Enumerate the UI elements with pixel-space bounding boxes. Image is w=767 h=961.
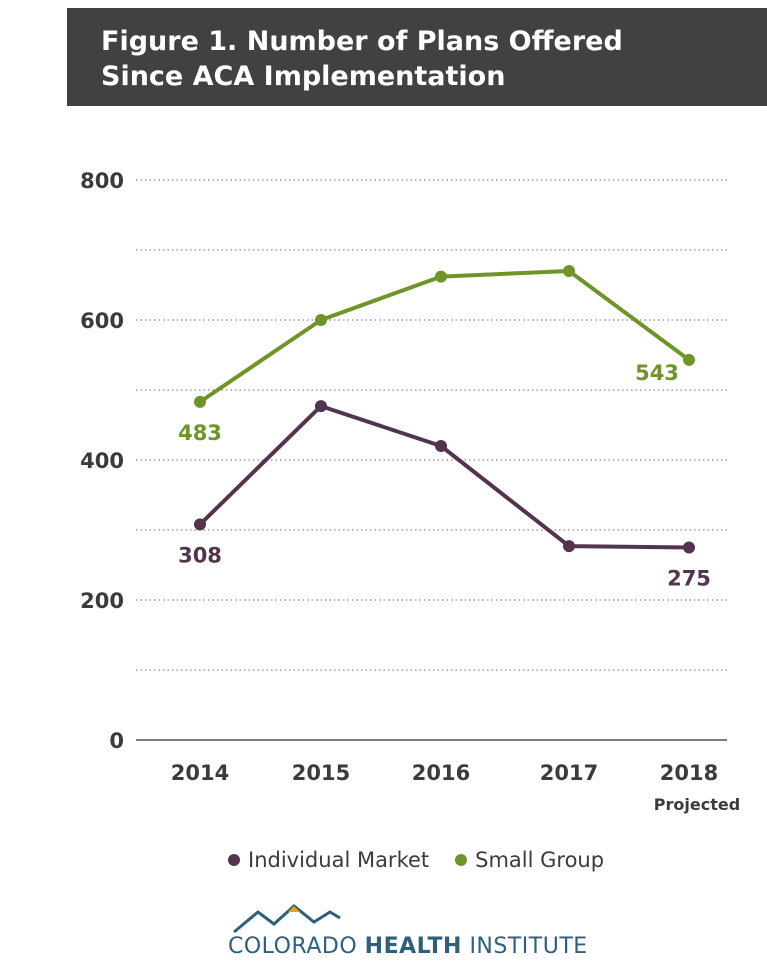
- y-tick-label: 400: [80, 449, 124, 473]
- data-point: [435, 440, 447, 452]
- x-tick-label: 2017: [540, 761, 598, 785]
- data-label: 483: [178, 421, 222, 445]
- y-tick-label: 800: [80, 169, 124, 193]
- legend-item-individual-market: Individual Market: [228, 848, 429, 872]
- data-point: [194, 518, 206, 531]
- legend-label-individual-market: Individual Market: [248, 848, 430, 872]
- data-point: [563, 540, 575, 553]
- data-label: 308: [178, 543, 222, 567]
- line-chart: 0 200 400 600 800 2014 2015 2016 2017 2018 Project…: [80, 169, 740, 814]
- data-point: [563, 265, 575, 277]
- logo-word-health: HEALTH: [364, 934, 462, 959]
- legend-item-small-group: Small Group: [455, 848, 604, 872]
- x-tick-label: 2016: [412, 761, 470, 785]
- legend-marker-small-group: [455, 854, 468, 866]
- logo-word-institute: INSTITUTE: [469, 934, 588, 959]
- logo-word-colorado: COLORADO: [228, 934, 358, 959]
- chart-title-line-1: Figure 1. Number of Plans Offered: [101, 26, 623, 57]
- data-label: 275: [667, 567, 711, 591]
- x-tick-label: 2014: [171, 761, 229, 785]
- legend-label-small-group: Small Group: [475, 848, 605, 872]
- chart-title-line-2: Since ACA Implementation: [101, 61, 506, 92]
- legend: Individual Market Small Group: [228, 848, 604, 872]
- y-tick-label: 600: [80, 309, 124, 333]
- data-point: [194, 395, 206, 408]
- y-tick-label: 200: [80, 589, 124, 613]
- colorado-health-institute-logo: COLORADO HEALTH INSTITUTE: [228, 900, 598, 960]
- data-point: [315, 314, 327, 326]
- data-point: [683, 541, 695, 554]
- data-point: [435, 270, 447, 283]
- data-label: 543: [635, 361, 679, 385]
- series-line: [198, 269, 691, 404]
- series-line: [198, 404, 690, 550]
- x-tick-label: 2015: [292, 761, 350, 785]
- legend-marker-individual-market: [228, 854, 240, 866]
- mountain-logo-icon: [233, 904, 341, 934]
- logo-text: COLORADO HEALTH INSTITUTE: [228, 934, 588, 959]
- y-tick-label: 0: [109, 729, 124, 753]
- x-tick-sublabel: Projected: [654, 795, 740, 814]
- data-point: [683, 353, 695, 366]
- data-point: [315, 400, 327, 413]
- title-bar: Figure 1. Number of Plans Offered Since …: [67, 8, 767, 106]
- x-tick-label: 2018: [660, 761, 718, 785]
